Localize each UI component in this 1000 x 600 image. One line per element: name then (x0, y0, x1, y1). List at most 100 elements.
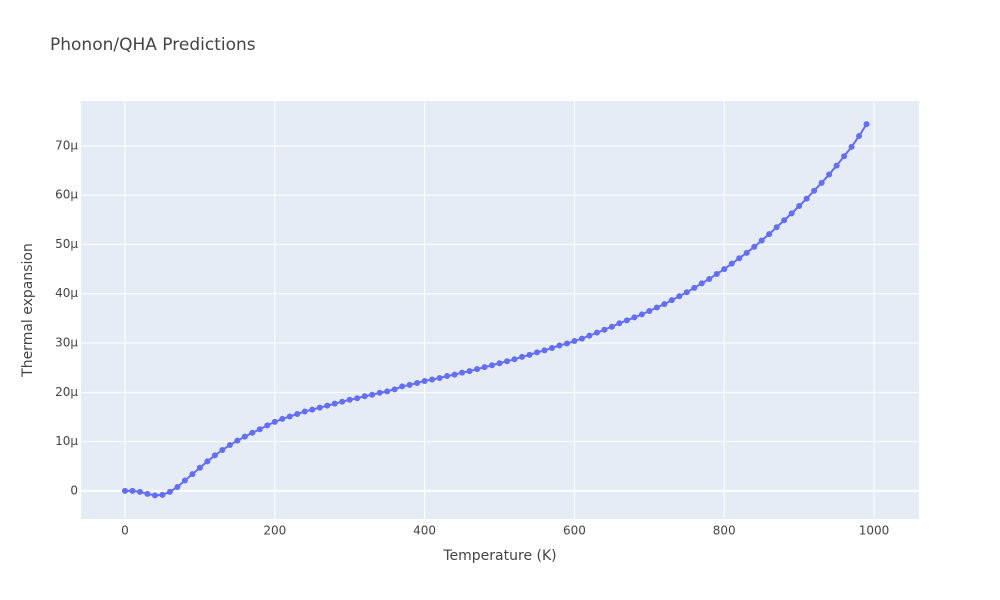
marker (504, 358, 511, 365)
x-tick-label: 200 (263, 524, 286, 538)
marker (421, 377, 428, 384)
x-tick-label: 600 (563, 524, 586, 538)
marker (803, 195, 810, 202)
marker (751, 243, 758, 250)
marker (788, 210, 795, 217)
marker (204, 458, 211, 465)
marker (556, 342, 563, 349)
marker (728, 260, 735, 267)
y-tick-label: 60μ (55, 188, 78, 202)
plot-area (81, 101, 919, 519)
marker (219, 446, 226, 453)
marker (833, 162, 840, 169)
marker (339, 398, 346, 405)
marker (301, 408, 308, 415)
marker (518, 353, 525, 360)
y-tick-label: 10μ (55, 434, 78, 448)
marker (309, 406, 316, 413)
marker (429, 376, 436, 383)
marker (436, 375, 443, 382)
marker (166, 488, 173, 495)
marker (653, 304, 660, 311)
marker (121, 487, 128, 494)
marker (346, 396, 353, 403)
marker (601, 326, 608, 333)
y-tick-label: 70μ (55, 138, 78, 152)
marker (848, 143, 855, 150)
marker (571, 338, 578, 345)
marker (444, 373, 451, 380)
x-tick-label: 0 (121, 524, 129, 538)
marker (631, 314, 638, 321)
marker (459, 369, 466, 376)
marker (256, 426, 263, 433)
marker (144, 490, 151, 497)
marker (863, 121, 870, 128)
marker (706, 275, 713, 282)
marker (226, 442, 233, 449)
marker (496, 360, 503, 367)
marker (151, 492, 158, 499)
marker (713, 271, 720, 278)
y-tick-label: 50μ (55, 237, 78, 251)
marker (279, 415, 286, 422)
marker (593, 329, 600, 336)
marker (361, 393, 368, 400)
marker (286, 413, 293, 420)
marker (661, 301, 668, 308)
marker (856, 132, 863, 139)
marker (384, 388, 391, 395)
marker (474, 366, 481, 373)
chart-title: Phonon/QHA Predictions (50, 35, 256, 55)
marker (766, 231, 773, 238)
marker (489, 362, 496, 369)
marker (331, 400, 338, 407)
marker (818, 179, 825, 186)
marker (781, 217, 788, 224)
marker (159, 491, 166, 498)
line (124, 123, 868, 497)
x-tick-label: 1000 (859, 524, 890, 538)
marker (841, 153, 848, 160)
x-tick-label: 400 (413, 524, 436, 538)
marker (698, 280, 705, 287)
y-tick-label: 20μ (55, 385, 78, 399)
marker (646, 307, 653, 314)
y-tick-label: 30μ (55, 336, 78, 350)
marker (608, 323, 615, 330)
marker (541, 347, 548, 354)
marker (406, 381, 413, 388)
marker (533, 349, 540, 356)
marker (481, 364, 488, 371)
marker (668, 297, 675, 304)
marker (369, 391, 376, 398)
marker (174, 483, 181, 490)
marker (271, 418, 278, 425)
marker (736, 255, 743, 262)
marker (196, 464, 203, 471)
marker (623, 317, 630, 324)
marker (466, 368, 473, 375)
x-axis-title: Temperature (K) (442, 548, 556, 564)
marker (683, 289, 690, 296)
marker (578, 335, 585, 342)
marker (451, 371, 458, 378)
marker (511, 356, 518, 363)
marker (548, 344, 555, 351)
x-tick-label: 800 (713, 524, 736, 538)
marker (249, 429, 256, 436)
marker (691, 284, 698, 291)
y-tick-label: 40μ (55, 286, 78, 300)
marker (234, 437, 241, 444)
marker (616, 320, 623, 327)
marker (264, 422, 271, 429)
marker (324, 402, 331, 409)
marker (586, 332, 593, 339)
marker (399, 383, 406, 390)
marker (811, 187, 818, 194)
marker (526, 351, 533, 358)
marker (391, 386, 398, 393)
marker (796, 202, 803, 209)
marker (294, 411, 301, 418)
